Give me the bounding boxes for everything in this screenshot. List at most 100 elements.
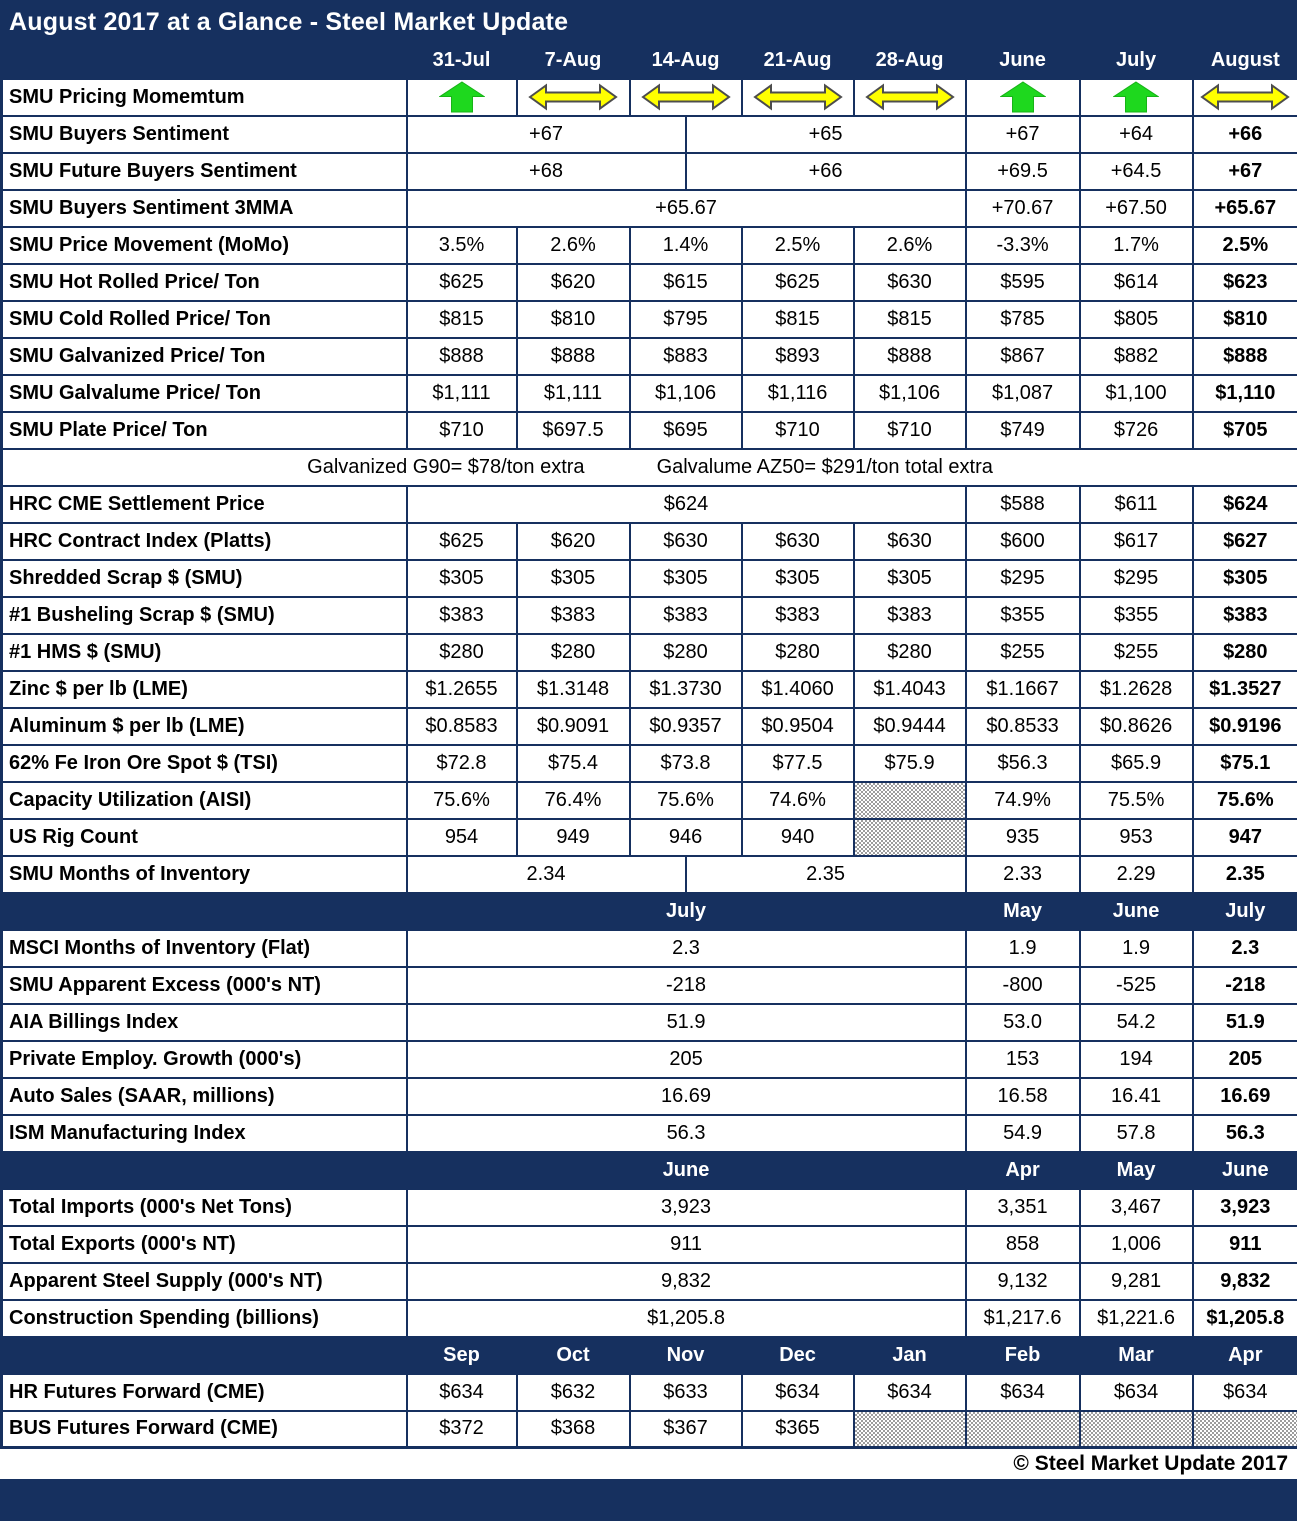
data-cell: $1.3730 [628,669,743,709]
table-row: HRC CME Settlement Price $624 $588 $611 $624 [0,484,1297,524]
data-cell: 3.5% [405,225,518,265]
data-cell: 946 [628,817,743,857]
row-label: Auto Sales (SAAR, millions) [0,1076,408,1116]
data-cell: $620 [515,521,631,561]
data-cell: $614 [1078,262,1194,302]
row-label: SMU Galvalume Price/ Ton [0,373,408,413]
data-cell: $1,205.8 [405,1298,967,1338]
data-cell: $810 [515,299,631,339]
data-cell: 1.4% [628,225,743,265]
data-cell: $1.2628 [1078,669,1194,709]
row-label: #1 HMS $ (SMU) [0,632,408,672]
data-cell: $75.1 [1191,743,1297,783]
data-cell: 16.58 [964,1076,1081,1116]
data-cell: $1,110 [1191,373,1297,413]
data-cell: $0.9091 [515,706,631,746]
data-cell: $1,111 [515,373,631,413]
row-label: SMU Months of Inventory [0,854,408,894]
data-cell: $383 [1191,595,1297,635]
data-cell: $625 [405,262,518,302]
column-header: May [1078,1150,1194,1190]
column-header: Oct [515,1335,631,1375]
data-cell: $634 [1191,1372,1297,1412]
data-cell: 2.35 [1191,854,1297,894]
row-label: SMU Apparent Excess (000's NT) [0,965,408,1005]
data-cell: $625 [740,262,855,302]
data-cell: $634 [852,1372,967,1412]
table-row: Aluminum $ per lb (LME) $0.8583 $0.9091 $0.… [0,706,1297,746]
row-label: Shredded Scrap $ (SMU) [0,558,408,598]
data-cell: $0.9196 [1191,706,1297,746]
data-cell: $0.8533 [964,706,1081,746]
data-cell: 2.34 [405,854,687,894]
table-row: Capacity Utilization (AISI) 75.6% 76.4% 75.… [0,780,1297,820]
column-header: Sep [405,1335,518,1375]
data-cell: $295 [1078,558,1194,598]
table-row: #1 Busheling Scrap $ (SMU) $383 $383 $383 $3… [0,595,1297,635]
data-cell: +65 [684,114,967,154]
data-cell: $882 [1078,336,1194,376]
row-label: HR Futures Forward (CME) [0,1372,408,1412]
data-cell: $65.9 [1078,743,1194,783]
table-row: BUS Futures Forward (CME) $372 $368 $367 $36… [0,1409,1297,1449]
row-label: BUS Futures Forward (CME) [0,1409,408,1449]
bottom-bar [0,1479,1297,1521]
table-row: Apparent Steel Supply (000's NT) 9,832 9,1… [0,1261,1297,1301]
data-cell: 947 [1191,817,1297,857]
data-cell: $888 [515,336,631,376]
column-header: Mar [1078,1335,1194,1375]
data-cell: 57.8 [1078,1113,1194,1153]
data-cell: 2.29 [1078,854,1194,894]
data-cell: $1,221.6 [1078,1298,1194,1338]
data-cell: 953 [1078,817,1194,857]
data-cell: 16.69 [1191,1076,1297,1116]
row-label: US Rig Count [0,817,408,857]
data-cell: $893 [740,336,855,376]
data-cell: $749 [964,410,1081,450]
momentum-flat-icon [752,83,843,111]
data-cell: $383 [852,595,967,635]
data-cell: 954 [405,817,518,857]
data-cell: $1,205.8 [1191,1298,1297,1338]
hatched-empty-cell [964,1409,1081,1449]
data-cell: $867 [964,336,1081,376]
data-cell: $1,217.6 [964,1298,1081,1338]
data-cell: $1,106 [852,373,967,413]
row-label: ISM Manufacturing Index [0,1113,408,1153]
row-label: SMU Plate Price/ Ton [0,410,408,450]
data-cell: $810 [1191,299,1297,339]
column-header: August [1191,40,1297,80]
row-label: Zinc $ per lb (LME) [0,669,408,709]
momentum-up-icon [438,81,485,113]
header-spacer [0,1335,408,1375]
data-cell: 9,281 [1078,1261,1194,1301]
data-cell: 54.9 [964,1113,1081,1153]
data-cell: $383 [515,595,631,635]
data-cell: $367 [628,1409,743,1449]
page-title: August 2017 at a Glance - Steel Market U… [0,0,1297,40]
data-cell: 16.69 [405,1076,967,1116]
column-header: June [964,40,1081,80]
data-cell: $726 [1078,410,1194,450]
data-cell: $634 [964,1372,1081,1412]
data-cell: 56.3 [405,1113,967,1153]
data-cell: 53.0 [964,1002,1081,1042]
momentum-cell [628,77,743,117]
data-cell: $1,116 [740,373,855,413]
data-cell: 75.5% [1078,780,1194,820]
table-row: SMU Apparent Excess (000's NT) -218 -800 -5… [0,965,1297,1005]
data-cell: 911 [405,1224,967,1264]
momentum-cell [1191,77,1297,117]
row-label: SMU Hot Rolled Price/ Ton [0,262,408,302]
data-cell: +64.5 [1078,151,1194,191]
table-row: Total Imports (000's Net Tons) 3,923 3,351… [0,1187,1297,1227]
data-cell: $75.9 [852,743,967,783]
data-cell: $695 [628,410,743,450]
data-cell: $280 [1191,632,1297,672]
data-cell: $77.5 [740,743,855,783]
table-row: HR Futures Forward (CME) $634 $632 $633 $634… [0,1372,1297,1412]
row-label: SMU Future Buyers Sentiment [0,151,408,191]
column-header: June [1191,1150,1297,1190]
table-row: Private Employ. Growth (000's) 205 153 194 2… [0,1039,1297,1079]
row-label: HRC CME Settlement Price [0,484,408,524]
